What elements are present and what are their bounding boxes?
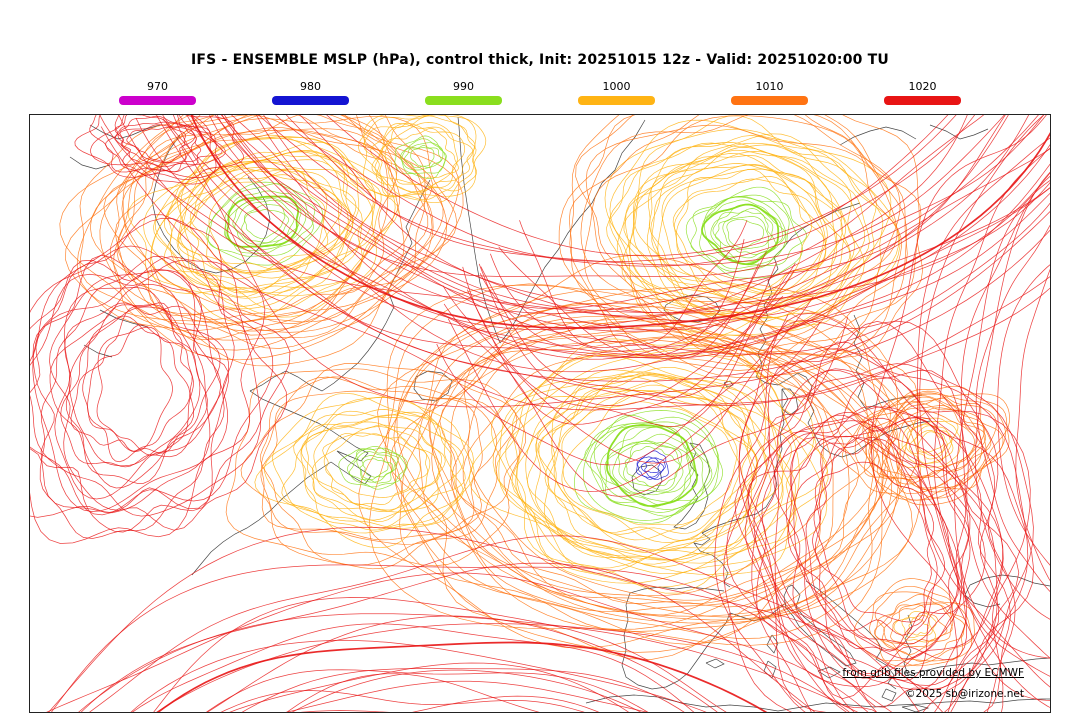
legend-label: 1020	[908, 80, 937, 93]
legend-label: 970	[147, 80, 168, 93]
mslp-ensemble-map	[30, 115, 1050, 712]
legend-label: 1010	[755, 80, 784, 93]
credits: from grib files provided by ECMWF ©2025 …	[842, 663, 1024, 704]
legend-item-990: 990	[425, 80, 502, 105]
map-frame: from grib files provided by ECMWF ©2025 …	[29, 114, 1051, 713]
legend-label: 980	[300, 80, 321, 93]
legend-item-1020: 1020	[884, 80, 961, 105]
legend-color-bar	[272, 96, 349, 105]
legend-item-980: 980	[272, 80, 349, 105]
pressure-level-legend: 970 980 990 1000 1010 1020	[119, 80, 961, 105]
legend-item-970: 970	[119, 80, 196, 105]
legend-color-bar	[731, 96, 808, 105]
legend-color-bar	[884, 96, 961, 105]
chart-title: IFS - ENSEMBLE MSLP (hPa), control thick…	[190, 52, 890, 68]
legend-label: 990	[453, 80, 474, 93]
legend-item-1010: 1010	[731, 80, 808, 105]
legend-color-bar	[425, 96, 502, 105]
legend-color-bar	[578, 96, 655, 105]
high-pressure-1020-contours	[30, 115, 1050, 712]
credit-copyright: ©2025 sb@irizone.net	[905, 687, 1024, 700]
ensemble-contours	[59, 115, 1010, 667]
credit-source: from grib files provided by ECMWF	[842, 667, 1024, 680]
legend-color-bar	[119, 96, 196, 105]
legend-item-1000: 1000	[578, 80, 655, 105]
legend-label: 1000	[602, 80, 631, 93]
